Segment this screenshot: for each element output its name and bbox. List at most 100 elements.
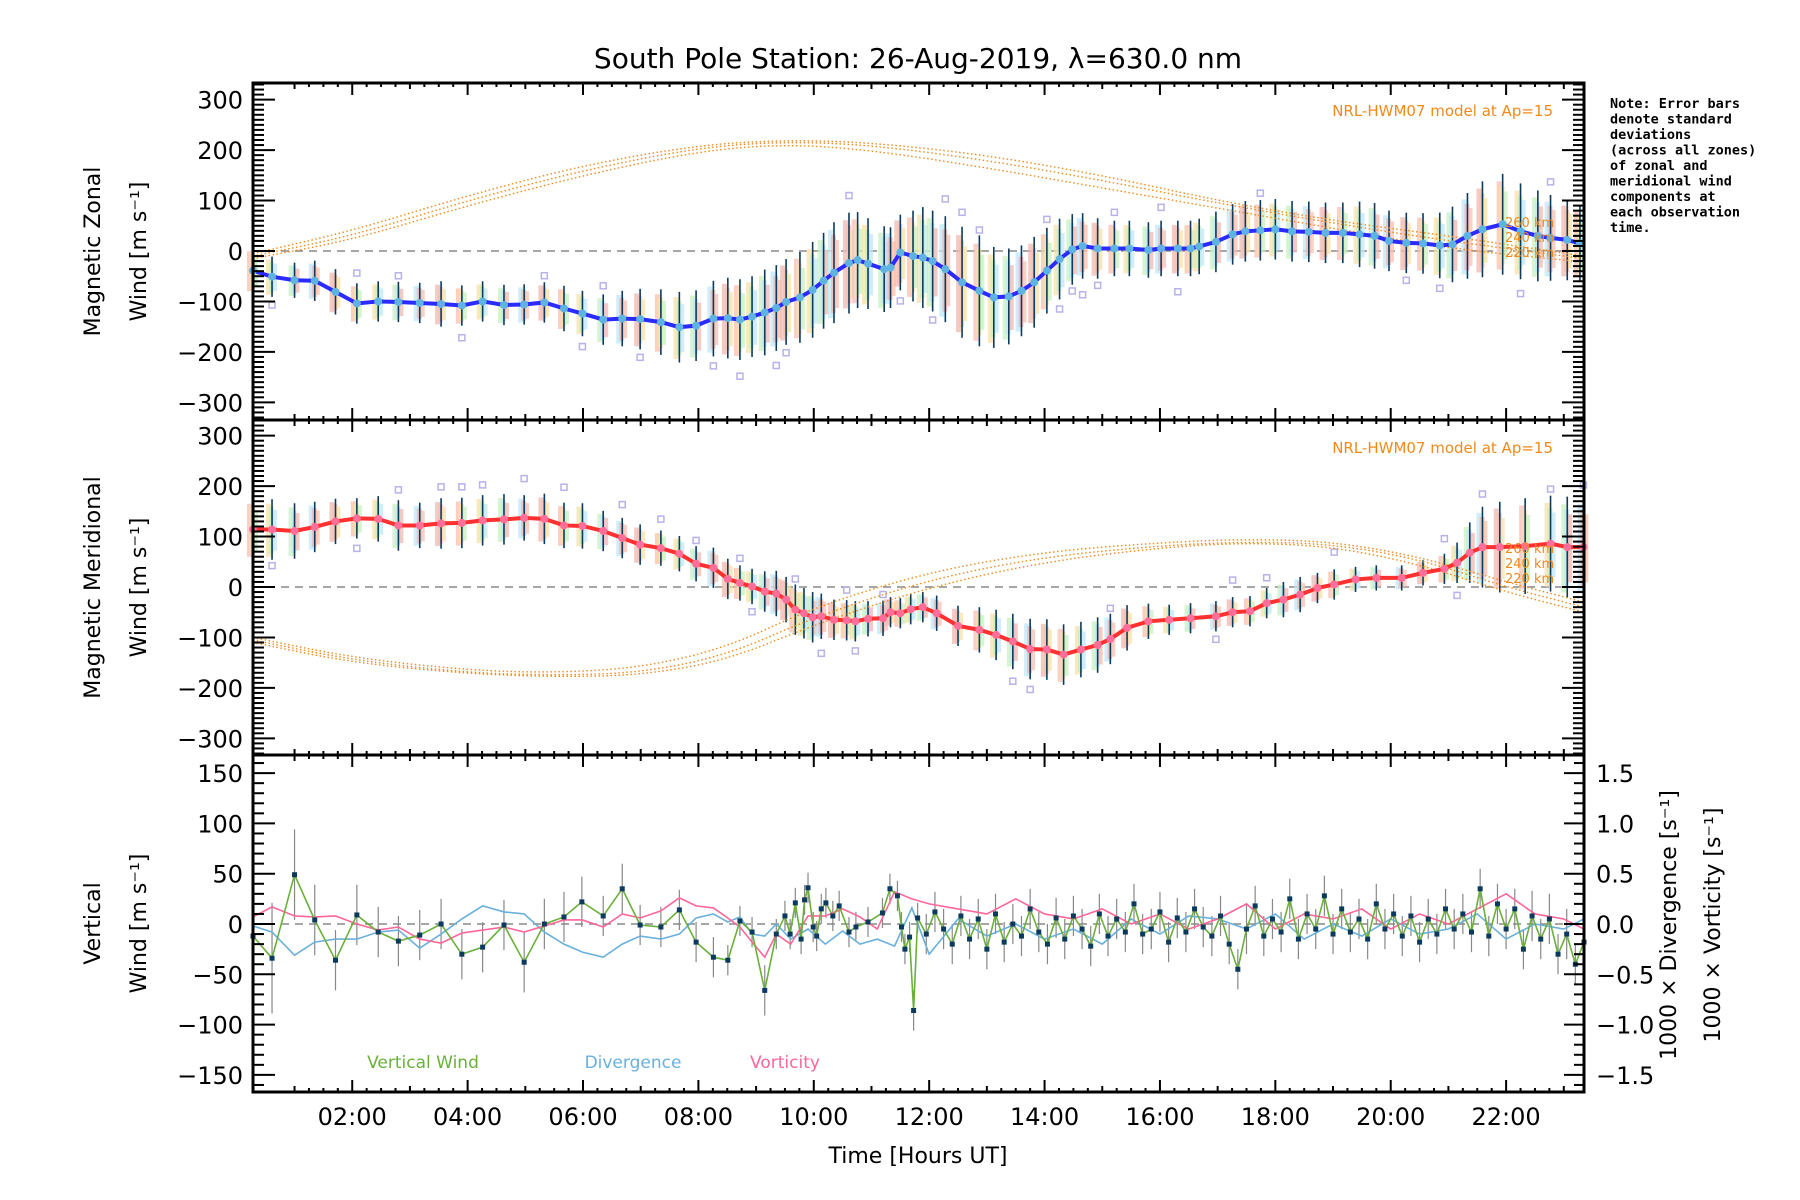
zone-outlier-marker	[842, 586, 851, 594]
wind-point	[1330, 580, 1339, 589]
zone-outlier-marker	[851, 647, 860, 655]
wind-point	[1521, 542, 1530, 551]
wind-point	[1533, 231, 1542, 240]
zone-outlier-marker	[1516, 289, 1525, 298]
y-tick-label: −100	[177, 288, 243, 316]
vertical-wind-point	[1443, 906, 1449, 912]
wind-point	[992, 630, 1001, 639]
wind-point	[540, 298, 549, 307]
wind-point	[782, 297, 791, 306]
wind-point	[1078, 241, 1087, 250]
wind-point	[268, 525, 277, 534]
vertical-wind-point	[1018, 933, 1024, 939]
wind-point	[723, 574, 732, 583]
wind-point	[909, 252, 918, 261]
wind-point	[656, 318, 665, 327]
zone-outlier-marker	[560, 483, 568, 491]
vertical-wind-point	[1209, 933, 1215, 939]
altitude-label: 260 km	[1505, 542, 1554, 557]
y-tick-label: −150	[177, 1062, 243, 1090]
wind-point	[636, 315, 645, 324]
wind-point	[1228, 608, 1237, 617]
zone-outlier-marker	[736, 554, 744, 563]
wind-point	[1453, 558, 1462, 567]
vertical-wind-point	[676, 907, 682, 913]
vertical-wind-point	[1477, 886, 1483, 892]
right-tick-label: 0.5	[1596, 861, 1634, 889]
vertical-wind-point	[1131, 901, 1137, 907]
zone-outlier-marker	[1157, 203, 1165, 212]
wind-point	[1478, 543, 1487, 552]
vertical-wind-point	[561, 914, 567, 920]
y-tick-label: −50	[192, 961, 243, 989]
y-tick-label: 150	[197, 760, 243, 788]
y-axis-label: Magnetic Meridional	[81, 476, 106, 698]
zone-outlier-marker	[845, 191, 853, 200]
vertical-wind-point	[480, 944, 486, 950]
vertical-wind-point	[375, 929, 381, 935]
wind-point	[1093, 641, 1102, 650]
zone-outlier-marker	[353, 269, 361, 277]
vertical-wind-point	[1460, 911, 1466, 917]
vertical-wind-point	[1140, 931, 1146, 937]
right-tick-label: −1.0	[1596, 1012, 1654, 1040]
wind-point	[675, 549, 684, 558]
y-tick-label: 300	[197, 87, 243, 115]
wind-point	[829, 268, 838, 277]
wind-point	[1463, 231, 1472, 240]
zone-outlier-marker	[1110, 208, 1119, 217]
vertical-wind-point	[1287, 896, 1293, 902]
wind-point	[906, 605, 915, 614]
wind-point	[499, 515, 508, 524]
wind-point	[844, 259, 853, 268]
wind-point	[1355, 230, 1364, 239]
wind-point	[268, 272, 277, 281]
vertical-wind-point	[1252, 903, 1258, 909]
note-line: Note: Error bars	[1610, 96, 1740, 112]
vertical-wind-point	[1356, 916, 1362, 922]
vertical-wind-point	[1347, 929, 1353, 935]
wind-point	[817, 612, 826, 621]
wind-point	[1402, 238, 1411, 247]
zone-outlier-marker	[1078, 291, 1087, 299]
vertical-wind-point	[1105, 933, 1111, 939]
vertical-wind-point	[814, 933, 820, 939]
vertical-wind-line	[252, 872, 1585, 1011]
vorticity-line	[252, 890, 1585, 959]
wind-point	[1321, 228, 1330, 237]
vertical-wind-point	[1036, 929, 1042, 935]
vertical-wind-point	[1114, 916, 1120, 922]
wind-point	[1042, 266, 1051, 275]
wind-point	[1195, 242, 1204, 251]
zone-outlier-marker	[1262, 574, 1271, 582]
vertical-wind-point	[958, 913, 964, 919]
vertical-wind-point	[1174, 915, 1180, 921]
wind-point	[1465, 548, 1474, 557]
wind-point	[709, 314, 718, 323]
wind-point	[478, 297, 487, 306]
zone-outlier-marker	[941, 195, 950, 203]
zone-outlier-marker	[879, 590, 887, 599]
wind-line	[253, 515, 1584, 657]
y-axis-label: Wind [m s⁻¹]	[127, 182, 152, 322]
wind-point	[886, 263, 895, 272]
wind-point	[1338, 228, 1347, 237]
wind-point	[1059, 650, 1068, 659]
wind-point	[578, 309, 587, 318]
wind-point	[1017, 286, 1026, 295]
model-curve-hwm-220-km	[252, 144, 1585, 263]
wind-point	[1384, 236, 1393, 245]
zone-outlier-marker	[709, 362, 718, 370]
vertical-wind-point	[1192, 906, 1198, 912]
vertical-wind-point	[823, 900, 829, 906]
vertical-wind-point	[312, 917, 318, 923]
zone-outlier-marker	[692, 536, 700, 545]
wind-point	[932, 609, 941, 618]
vertical-wind-point	[395, 938, 401, 944]
wind-point	[1440, 564, 1449, 573]
wind-point	[735, 578, 744, 587]
model-curve-hwm-220-km	[252, 543, 1585, 677]
vertical-wind-point	[1512, 906, 1518, 912]
